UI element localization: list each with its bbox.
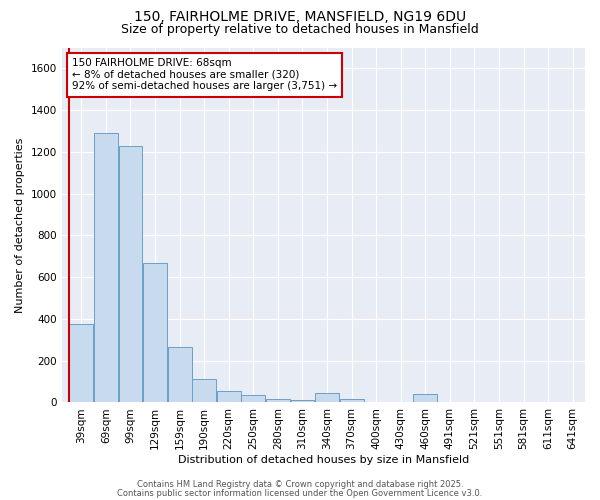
Bar bbox=[290, 400, 314, 402]
Bar bbox=[315, 393, 339, 402]
Bar bbox=[217, 391, 241, 402]
Text: 150, FAIRHOLME DRIVE, MANSFIELD, NG19 6DU: 150, FAIRHOLME DRIVE, MANSFIELD, NG19 6D… bbox=[134, 10, 466, 24]
Bar bbox=[143, 262, 167, 402]
Text: Contains public sector information licensed under the Open Government Licence v3: Contains public sector information licen… bbox=[118, 488, 482, 498]
Bar bbox=[119, 146, 142, 402]
Bar bbox=[167, 347, 191, 403]
Bar bbox=[241, 394, 265, 402]
Bar bbox=[192, 379, 216, 402]
X-axis label: Distribution of detached houses by size in Mansfield: Distribution of detached houses by size … bbox=[178, 455, 469, 465]
Text: Size of property relative to detached houses in Mansfield: Size of property relative to detached ho… bbox=[121, 22, 479, 36]
Text: Contains HM Land Registry data © Crown copyright and database right 2025.: Contains HM Land Registry data © Crown c… bbox=[137, 480, 463, 489]
Bar bbox=[266, 400, 290, 402]
Y-axis label: Number of detached properties: Number of detached properties bbox=[15, 138, 25, 312]
Text: 150 FAIRHOLME DRIVE: 68sqm
← 8% of detached houses are smaller (320)
92% of semi: 150 FAIRHOLME DRIVE: 68sqm ← 8% of detac… bbox=[72, 58, 337, 92]
Bar bbox=[94, 133, 118, 402]
Bar bbox=[413, 394, 437, 402]
Bar bbox=[340, 400, 364, 402]
Bar bbox=[70, 324, 93, 402]
